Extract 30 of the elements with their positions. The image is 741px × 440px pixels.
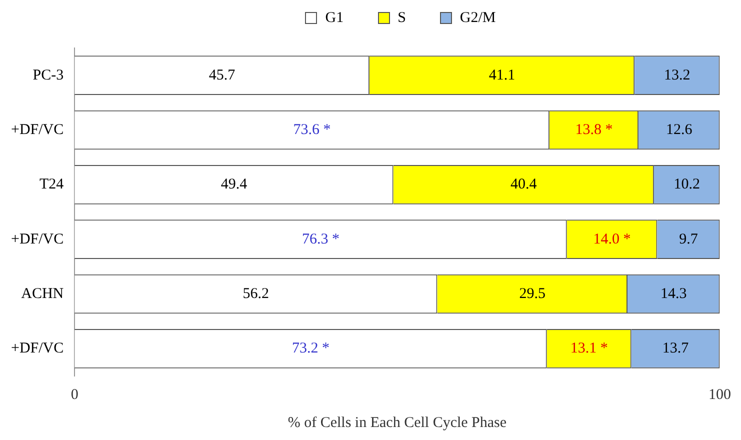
data-label: 13.7 [662,340,690,357]
data-label: 73.2 * [292,340,330,357]
data-label: 13.2 [664,67,690,84]
data-label: 49.4 [220,176,248,193]
y-tick-label: +DF/VC [11,231,64,248]
data-label: 73.6 * [293,122,331,138]
data-label: 40.4 [510,176,538,193]
y-tick-label: +DF/VC [11,340,64,357]
data-label: 10.2 [674,176,700,193]
legend-label: S [398,10,406,26]
data-label: 9.7 [679,231,698,248]
data-label: 76.3 * [302,231,340,248]
x-axis-title: % of Cells in Each Cell Cycle Phase [288,414,507,431]
data-label: 14.0 * [593,231,631,248]
data-label: 29.5 [519,286,546,302]
data-label: 41.1 [488,67,516,84]
data-label: 45.7 [208,67,236,84]
x-tick-label: 0 [70,386,78,403]
y-tick-label: PC-3 [32,67,64,84]
legend-label: G2/M [460,10,496,26]
y-tick-label: T24 [39,176,64,193]
data-label: 13.1 * [570,340,608,357]
x-tick-label: 100 [708,386,731,403]
data-label: 12.6 [666,122,693,138]
data-label: 13.8 * [575,122,613,138]
y-tick-label: ACHN [21,286,64,302]
data-label: 56.2 [242,286,270,302]
data-label: 14.3 [660,286,687,302]
text: G1 [325,10,344,26]
y-tick-label: +DF/VC [11,122,64,138]
